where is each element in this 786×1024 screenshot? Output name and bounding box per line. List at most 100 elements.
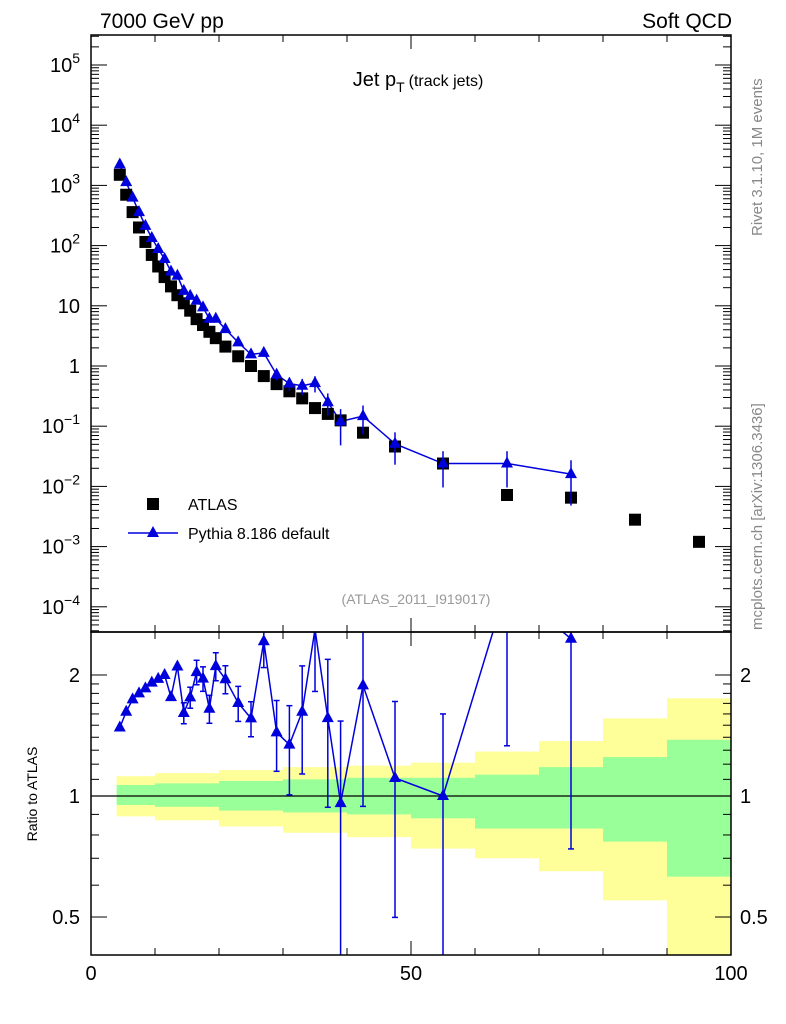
band-inner [667, 739, 731, 877]
y-tick-label: 10−3 [42, 532, 80, 559]
pythia-point [165, 264, 177, 276]
atlas-point [629, 513, 641, 526]
ratio-point [152, 671, 165, 683]
x-tick-label: 100 [714, 963, 747, 985]
ratio-point [133, 686, 145, 698]
atlas-point [219, 340, 232, 353]
ratio-y-tick-label: 1 [69, 786, 80, 808]
y-tick-label: 10−4 [42, 592, 80, 619]
pythia-point [270, 367, 283, 379]
ratio-ylabel: Ratio to ATLAS [24, 747, 40, 842]
chart-marks [113, 157, 705, 955]
legend-atlas-label: ATLAS [188, 497, 238, 514]
ratio-point [245, 711, 257, 723]
ratio-point [171, 659, 184, 671]
pythia-point [257, 345, 270, 357]
legend-pythia-marker [147, 526, 159, 537]
atlas-point [209, 332, 222, 345]
band-inner [603, 757, 667, 842]
ratio-point [120, 704, 133, 716]
ratio-point [190, 665, 203, 677]
ratio-point [283, 737, 296, 749]
ratio-point [232, 696, 245, 708]
atlas-point [693, 535, 705, 548]
pythia-point [334, 414, 347, 426]
ratio-point [139, 681, 152, 693]
pythia-point [152, 241, 165, 253]
ratio-y-tick-label-right: 0.5 [740, 907, 768, 929]
legend-pythia-label: Pythia 8.186 default [188, 526, 330, 543]
atlas-point [257, 370, 270, 383]
pythia-point [145, 230, 158, 242]
pythia-point [184, 288, 197, 300]
y-tick-label: 103 [50, 170, 80, 197]
ratio-y-tick-label: 2 [69, 665, 80, 687]
legend: ATLAS Pythia 8.186 default [128, 497, 330, 543]
pythia-point [126, 190, 139, 202]
pythia-point [321, 395, 334, 407]
rivet-label: Rivet 3.1.10, 1M events [749, 78, 766, 236]
pythia-point [389, 436, 401, 448]
pythia-point [296, 378, 309, 390]
pythia-point [501, 456, 513, 468]
pythia-point [139, 218, 152, 230]
x-tick-label: 50 [400, 963, 422, 985]
y-tick-label: 104 [50, 110, 80, 137]
ratio-point [334, 796, 347, 808]
beam-label: 7000 GeV pp [100, 10, 224, 33]
y-tick-label: 10−1 [42, 411, 80, 438]
band-inner [155, 783, 219, 807]
atlas-point [232, 350, 245, 363]
pythia-point [357, 409, 369, 421]
pythia-point [158, 251, 171, 263]
pythia-line [119, 164, 572, 475]
atlas-point [133, 221, 145, 234]
ratio-point [257, 634, 270, 646]
ratio-point [296, 704, 309, 716]
pythia-point [133, 205, 145, 217]
ratio-point [270, 725, 283, 737]
ratio-point [165, 690, 177, 702]
band-inner [475, 774, 539, 829]
y-tick-label: 1 [69, 356, 80, 378]
pythia-point [283, 376, 296, 388]
ratio-point [177, 705, 190, 717]
pythia-point [309, 376, 321, 388]
atlas-point [309, 402, 321, 415]
atlas-point [113, 168, 126, 181]
atlas-point [283, 385, 296, 398]
ratio-point [184, 690, 197, 702]
atlas-point [296, 392, 309, 405]
analysis-id: (ATLAS_2011_I919017) [342, 591, 491, 607]
chart-title: Jet pT (track jets) [353, 69, 484, 95]
ratio-point [321, 711, 334, 723]
uncertainty-bands [91, 698, 731, 955]
ratio-point [357, 678, 369, 690]
ratio-point [113, 720, 126, 732]
ratio-point [437, 789, 449, 800]
atlas-point [245, 360, 257, 372]
ratio-point [158, 667, 171, 679]
ratio-point [126, 692, 139, 704]
y-tick-label: 10−2 [42, 471, 80, 498]
main-frame [90, 34, 732, 633]
pythia-point [197, 300, 209, 312]
ratio-y-tick-label-right: 2 [740, 665, 751, 687]
process-label: Soft QCD [642, 10, 732, 33]
pythia-point [209, 311, 222, 323]
pythia-point [219, 322, 232, 334]
ratio-point [565, 631, 577, 643]
ratio-point [389, 770, 401, 782]
ratio-point [203, 701, 216, 713]
pythia-point [113, 157, 126, 169]
legend-atlas-marker [147, 498, 159, 510]
ratio-point [219, 672, 232, 684]
band-inner [116, 785, 155, 805]
pythia-point [177, 283, 190, 295]
pythia-point [232, 335, 245, 347]
pythia-point [171, 268, 184, 280]
y-tick-label: 105 [50, 50, 80, 77]
x-tick-label: 0 [85, 963, 96, 985]
